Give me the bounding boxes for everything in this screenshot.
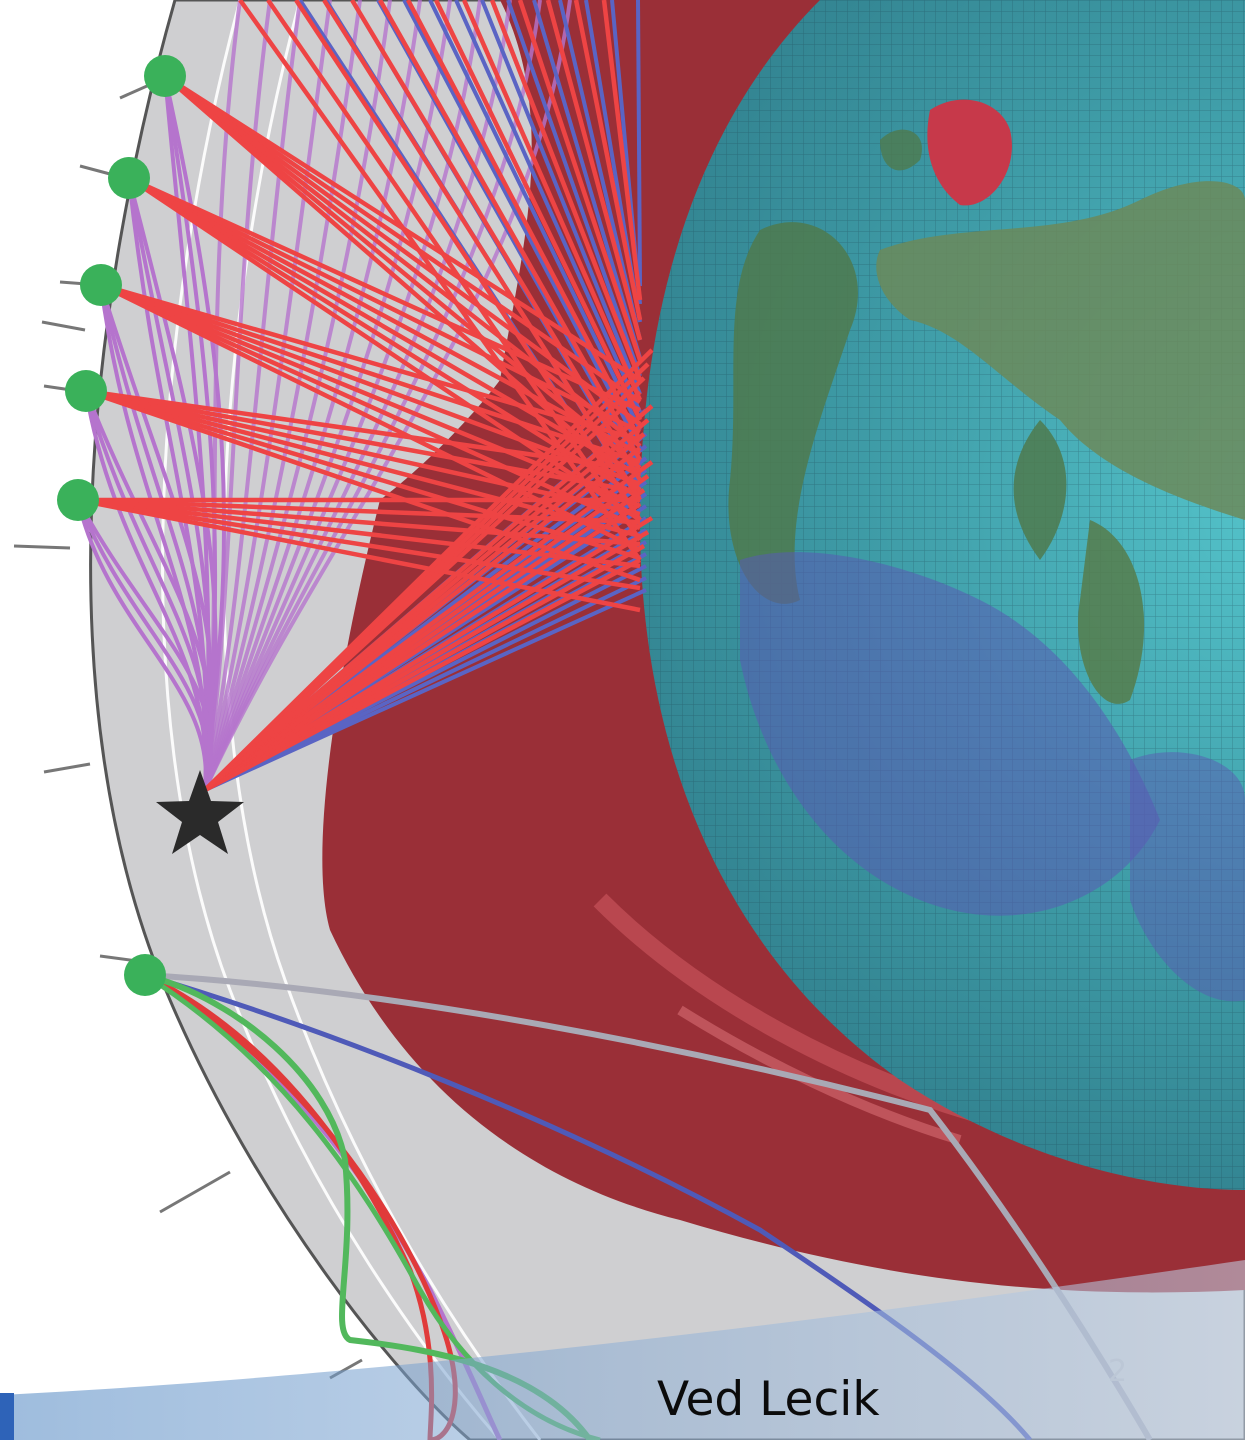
- author-name: Ved Lecik: [657, 1372, 880, 1427]
- red-ray: [100, 282, 641, 443]
- station-marker: [80, 264, 122, 306]
- station-marker: [65, 370, 107, 412]
- red-ray: [203, 516, 654, 792]
- seismic-stations: [57, 55, 186, 996]
- red-ray: [127, 176, 642, 500]
- red-ray: [378, 0, 642, 462]
- red-ray: [433, 0, 643, 421]
- red-ray: [461, 0, 643, 401]
- red-ray: [601, 0, 643, 301]
- red-ray: [489, 0, 643, 381]
- red-ray: [77, 497, 641, 547]
- red-ray: [100, 282, 641, 487]
- red-ray: [85, 388, 641, 583]
- red-ray: [294, 0, 642, 522]
- blue-ray: [454, 0, 642, 413]
- red-ray: [127, 176, 642, 456]
- red-ray: [238, 0, 642, 562]
- red-ray: [545, 0, 643, 341]
- red-ray: [203, 460, 654, 792]
- station-marker: [57, 479, 99, 521]
- red-ray: [163, 74, 642, 448]
- slide-number: 2: [1108, 1354, 1128, 1389]
- red-ray: [100, 282, 641, 509]
- red-ray: [100, 282, 641, 531]
- red-ray: [127, 176, 642, 522]
- blue-ray: [636, 0, 642, 287]
- red-ray: [406, 0, 642, 442]
- red-ray: [85, 388, 641, 473]
- footer-band: [0, 1260, 1245, 1440]
- red-ray: [350, 0, 642, 482]
- red-ray-paths: [77, 0, 654, 792]
- station-marker: [108, 157, 150, 199]
- red-ray: [322, 0, 642, 502]
- red-ray: [128, 175, 641, 413]
- red-ray: [266, 0, 642, 542]
- red-ray: [77, 497, 641, 591]
- purple-ray: [76, 499, 208, 791]
- blue-ray: [506, 0, 642, 377]
- red-ray: [77, 497, 641, 525]
- red-ray: [127, 176, 642, 478]
- purple-ray: [203, 0, 512, 791]
- red-ray: [163, 74, 642, 426]
- purple-ray: [203, 0, 422, 791]
- footer-accent: [0, 1393, 14, 1440]
- station-marker: [144, 55, 186, 97]
- red-ray: [100, 282, 641, 553]
- earth-globe: [640, 0, 1245, 1190]
- red-ray: [85, 388, 641, 561]
- red-ray: [163, 74, 642, 492]
- red-ray: [573, 0, 643, 321]
- blue-ray: [532, 0, 642, 359]
- red-ray: [77, 497, 641, 613]
- station-marker: [124, 954, 166, 996]
- red-ray: [85, 388, 641, 495]
- earthquake-star-icon: [156, 770, 244, 854]
- red-ray: [517, 0, 643, 361]
- blue-ray: [480, 0, 642, 395]
- red-ray: [85, 388, 641, 539]
- red-ray: [85, 388, 641, 517]
- red-ray: [77, 497, 641, 569]
